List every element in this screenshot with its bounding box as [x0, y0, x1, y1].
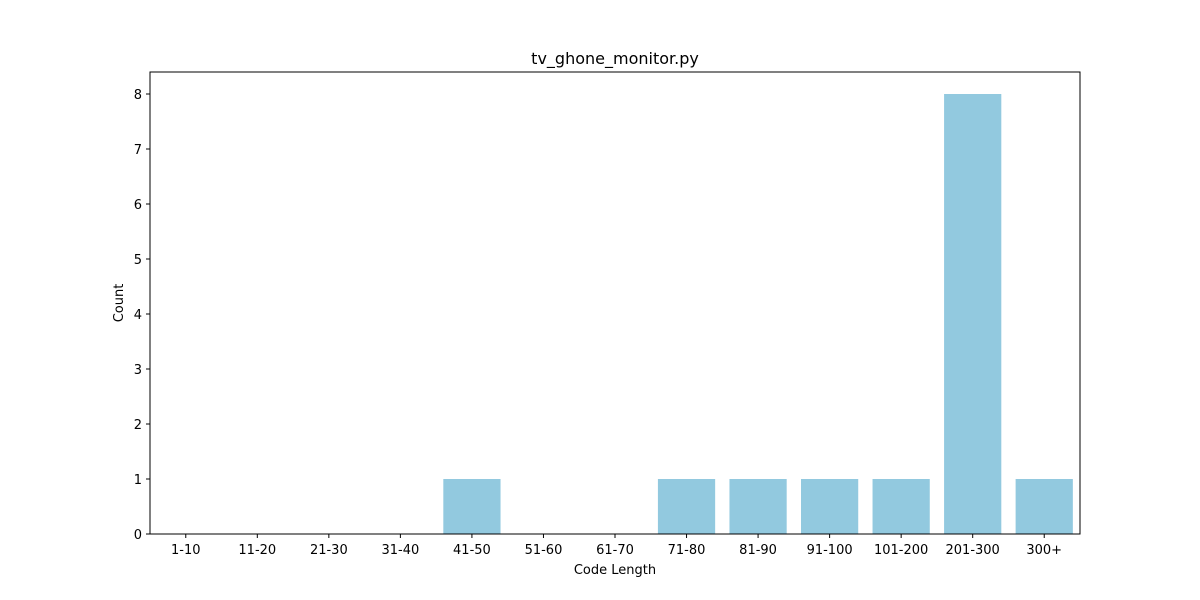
plot-area-frame: [149, 71, 1081, 535]
x-tick-label: 1-10: [171, 543, 201, 558]
y-tick-label: 8: [134, 88, 142, 103]
bar-201-300: [944, 94, 1002, 534]
x-tick-label: 300+: [1026, 543, 1062, 558]
bar-300+: [1015, 479, 1073, 534]
x-tick-label: 21-30: [310, 543, 348, 558]
x-tick-label: 101-200: [874, 543, 928, 558]
x-tick-label: 61-70: [596, 543, 634, 558]
bar-81-90: [729, 479, 787, 534]
x-tick-label: 71-80: [668, 543, 706, 558]
x-tick-label: 51-60: [525, 543, 563, 558]
x-tick-label: 31-40: [381, 543, 419, 558]
y-tick-label: 5: [134, 253, 142, 268]
x-tick-label: 201-300: [946, 543, 1000, 558]
x-axis: 1-10 11-20 21-30 31-40 41-50 51-60 61-70 71-80 8…: [171, 534, 1062, 558]
x-axis-label: Code Length: [574, 563, 656, 578]
y-tick-label: 0: [134, 528, 142, 543]
x-tick-label: 41-50: [453, 543, 491, 558]
bars-group: [443, 94, 1073, 534]
x-tick-label: 11-20: [238, 543, 276, 558]
bar-71-80: [657, 479, 716, 534]
x-tick-label: 81-90: [739, 543, 777, 558]
bar-101-200: [872, 479, 930, 534]
bar-91-100: [801, 479, 859, 534]
y-tick-label: 4: [134, 308, 142, 323]
chart-title: tv_ghone_monitor.py: [531, 49, 699, 69]
y-tick-label: 7: [134, 143, 142, 158]
y-tick-label: 6: [134, 198, 142, 213]
x-tick-label: 91-100: [807, 543, 853, 558]
y-axis-label: Count: [112, 284, 127, 323]
y-tick-label: 1: [134, 473, 142, 488]
y-tick-label: 3: [134, 363, 142, 378]
y-tick-label: 2: [134, 418, 142, 433]
bar-41-50: [443, 479, 501, 534]
y-axis: 0 1 2 3 4 5 6 7 8: [134, 88, 150, 543]
